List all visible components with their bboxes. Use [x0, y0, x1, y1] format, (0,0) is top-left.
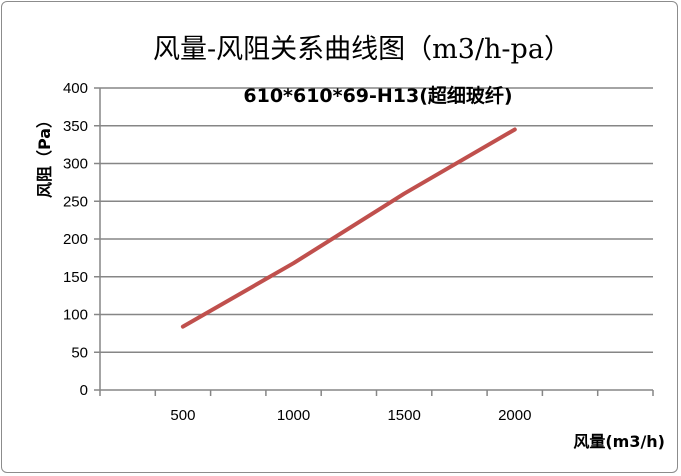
- x-tick-label-1000: 1000: [277, 407, 310, 424]
- x-tick-label-2000: 2000: [498, 407, 531, 424]
- y-tick-label-350: 350: [63, 118, 88, 135]
- y-tick-label-150: 150: [63, 269, 88, 286]
- x-axis-label: 风量(m3/h): [573, 432, 665, 451]
- grid-lines: [100, 87, 653, 353]
- y-tick-labels: 0 50 100 150 200 250 300 350 400: [63, 80, 88, 399]
- y-tick-label-250: 250: [63, 193, 88, 210]
- series-line-0: [180, 127, 517, 329]
- x-tick-label-1500: 1500: [387, 407, 420, 424]
- y-tick-label-50: 50: [71, 344, 88, 361]
- y-tick-label-0: 0: [80, 382, 88, 399]
- y-tick-label-300: 300: [63, 156, 88, 173]
- x-tick-labels: 500 1000 1500 2000: [170, 407, 531, 424]
- series-lines: [180, 127, 517, 329]
- y-axis-label: 风阻（Pa）: [35, 112, 54, 198]
- chart-title: 风量-风阻关系曲线图（m3/h-pa）: [153, 34, 571, 65]
- y-tick-label-400: 400: [63, 80, 88, 97]
- chart-subtitle: 610*610*69-H13(超细玻纤): [243, 84, 512, 107]
- y-tick-label-100: 100: [63, 307, 88, 324]
- axes: [94, 87, 654, 396]
- x-tick-label-500: 500: [170, 407, 195, 424]
- y-tick-label-200: 200: [63, 231, 88, 248]
